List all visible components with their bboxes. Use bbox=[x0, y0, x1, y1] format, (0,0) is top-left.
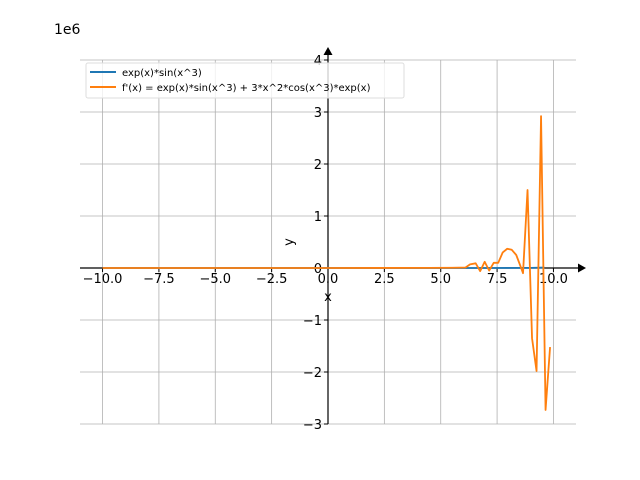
legend-box bbox=[85, 62, 405, 99]
x-tick-label: 5.0 bbox=[430, 272, 451, 287]
y-tick-label: 3 bbox=[314, 106, 322, 121]
y-tick-label: −1 bbox=[303, 314, 322, 329]
x-axis-label: x bbox=[324, 290, 332, 305]
axes bbox=[80, 47, 586, 424]
series bbox=[102, 115, 551, 411]
x-axis-arrow bbox=[578, 263, 586, 273]
y-axis-arrow bbox=[323, 47, 333, 55]
y-axis-label: y bbox=[282, 238, 297, 246]
y-tick-label: 0 bbox=[314, 262, 322, 277]
x-tick-label: 10.0 bbox=[539, 272, 568, 287]
legend-label-1: exp(x)*sin(x^3) bbox=[122, 68, 202, 79]
scale-label: 1e6 bbox=[54, 22, 81, 38]
x-tick-label: −2.5 bbox=[256, 272, 288, 287]
x-tick-label: −5.0 bbox=[199, 272, 231, 287]
legend: exp(x)*sin(x^3) f'(x) = exp(x)*sin(x^3) … bbox=[85, 62, 405, 99]
series-line-2 bbox=[102, 115, 551, 411]
x-tick-label: −7.5 bbox=[143, 272, 175, 287]
x-tick-label: 2.5 bbox=[374, 272, 395, 287]
y-tick-label: −3 bbox=[303, 418, 322, 433]
x-tick-label: −10.0 bbox=[83, 272, 123, 287]
x-tick-label: 7.5 bbox=[487, 272, 508, 287]
x-tick-label: 0.0 bbox=[318, 272, 339, 287]
legend-label-2: f'(x) = exp(x)*sin(x^3) + 3*x^2*cos(x^3)… bbox=[122, 83, 371, 94]
tick-labels: −10.0 −7.5 −5.0 −2.5 0.0 2.5 5.0 7.5 10.0 −3 −2 −1 0… bbox=[83, 54, 568, 433]
y-tick-label: 2 bbox=[314, 158, 322, 173]
y-tick-label: 1 bbox=[314, 210, 322, 225]
y-tick-label: −2 bbox=[303, 366, 322, 381]
y-tick-label: 4 bbox=[314, 54, 322, 69]
